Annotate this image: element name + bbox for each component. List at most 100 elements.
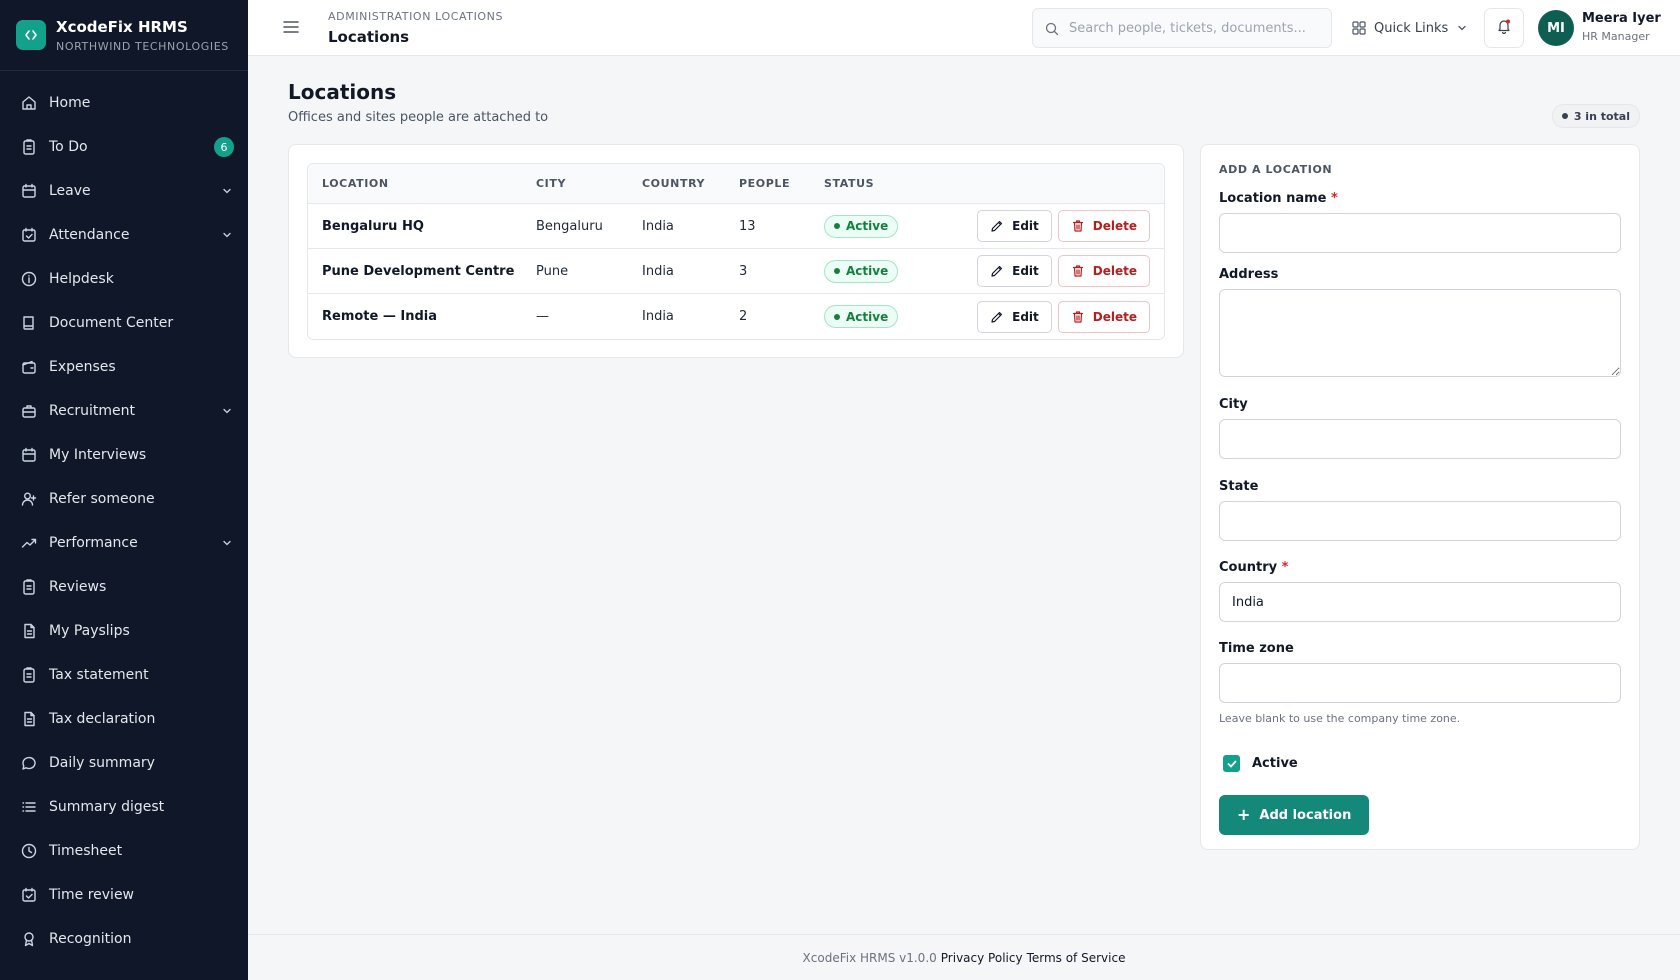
location-name-input[interactable] <box>1219 213 1621 253</box>
page-title: Locations <box>288 80 397 104</box>
delete-button[interactable]: Delete <box>1057 210 1150 242</box>
timezone-hint: Leave blank to use the company time zone… <box>1219 712 1461 725</box>
country-input[interactable] <box>1219 582 1621 622</box>
privacy-policy-link[interactable]: Privacy Policy <box>940 950 1023 965</box>
sidebar-item-label: Recruitment <box>49 403 136 419</box>
address-input[interactable] <box>1219 289 1621 377</box>
cell-status: Active <box>824 305 972 328</box>
state-input[interactable] <box>1219 501 1621 541</box>
brand[interactable]: XcodeFix HRMS NORTHWIND TECHNOLOGIES <box>0 0 248 71</box>
table-row: Pune Development Centre Pune India 3 Act… <box>308 249 1164 294</box>
sidebar-item-recognition[interactable]: Recognition <box>0 917 248 961</box>
chevron-down-icon[interactable] <box>220 184 234 198</box>
add-location-form: ADD A LOCATION Location name * Address C… <box>1200 144 1640 850</box>
edit-button[interactable]: Edit <box>977 210 1052 242</box>
user-menu[interactable]: Meera Iyer HR Manager <box>1582 11 1661 43</box>
sidebar-item-performance[interactable]: Performance <box>0 521 248 565</box>
sidebar-item-label: Tax statement <box>49 667 149 683</box>
chevron-down-icon[interactable] <box>220 404 234 418</box>
edit-label: Edit <box>1012 264 1039 278</box>
address-label: Address <box>1219 267 1279 282</box>
cell-actions: Edit Delete <box>972 255 1164 287</box>
pencil-icon <box>990 310 1004 324</box>
sidebar-item-time-review[interactable]: Time review <box>0 873 248 917</box>
main-content: Locations Offices and sites people are a… <box>248 56 1680 934</box>
sidebar-item-refer-someone[interactable]: Refer someone <box>0 477 248 521</box>
edit-label: Edit <box>1012 309 1039 324</box>
terms-of-service-link[interactable]: Terms of Service <box>1026 950 1126 965</box>
sidebar-item-label: Document Center <box>49 315 174 331</box>
sidebar-item-daily-summary[interactable]: Daily summary <box>0 741 248 785</box>
sidebar-item-tax-statement[interactable]: Tax statement <box>0 653 248 697</box>
clipboard-icon <box>20 138 38 156</box>
sidebar-nav: Home To Do 6 Leave Attendance Helpdesk Documen… <box>0 71 248 961</box>
sidebar-item-helpdesk[interactable]: Helpdesk <box>0 257 248 301</box>
file-icon <box>20 622 38 640</box>
search-box[interactable] <box>1032 8 1332 48</box>
briefcase-icon <box>20 402 38 420</box>
sidebar-item-tax-declaration[interactable]: Tax declaration <box>0 697 248 741</box>
calendar-icon <box>20 182 38 200</box>
cell-people: 13 <box>739 218 756 234</box>
calendar-check-icon <box>20 886 38 904</box>
sidebar-item-label: Expenses <box>49 359 116 375</box>
sidebar-item-recruitment[interactable]: Recruitment <box>0 389 248 433</box>
edit-button[interactable]: Edit <box>977 300 1052 333</box>
avatar[interactable]: MI <box>1538 10 1574 46</box>
column-header-people[interactable]: PEOPLE <box>739 177 791 190</box>
sidebar-item-reviews[interactable]: Reviews <box>0 565 248 609</box>
sidebar-item-label: My Payslips <box>49 623 130 639</box>
sidebar-item-document-center[interactable]: Document Center <box>0 301 248 345</box>
menu-toggle-icon[interactable] <box>282 18 300 36</box>
list-icon <box>20 798 38 816</box>
total-count-badge: 3 in total <box>1551 104 1640 128</box>
sidebar-item-home[interactable]: Home <box>0 81 248 125</box>
sidebar-item-expenses[interactable]: Expenses <box>0 345 248 389</box>
notifications-button[interactable] <box>1484 8 1524 48</box>
column-header-city[interactable]: CITY <box>536 177 567 190</box>
edit-button[interactable]: Edit <box>977 255 1052 287</box>
topbar: ADMINISTRATION LOCATIONS Locations Quick… <box>248 0 1680 56</box>
sidebar-item-attendance[interactable]: Attendance <box>0 213 248 257</box>
column-header-status[interactable]: STATUS <box>824 177 875 190</box>
status-dot-icon <box>834 223 840 229</box>
state-field: State <box>1219 479 1621 541</box>
delete-button[interactable]: Delete <box>1057 255 1150 287</box>
cell-actions: Edit Delete <box>972 300 1164 333</box>
country-field: Country * <box>1219 560 1621 622</box>
cell-city: Bengaluru <box>536 218 603 234</box>
sidebar-item-label: Timesheet <box>49 843 123 859</box>
active-checkbox-row[interactable]: Active <box>1219 755 1621 772</box>
column-header-location[interactable]: LOCATION <box>322 177 389 190</box>
state-label: State <box>1219 479 1259 494</box>
calendar-icon <box>20 446 38 464</box>
total-count-label: 3 in total <box>1573 109 1630 123</box>
clock-icon <box>20 842 38 860</box>
search-input[interactable] <box>1069 20 1319 36</box>
message-icon <box>20 754 38 772</box>
grid-icon <box>1352 21 1366 35</box>
book-icon <box>20 314 38 332</box>
sidebar-item-summary-digest[interactable]: Summary digest <box>0 785 248 829</box>
status-dot-icon <box>834 313 840 320</box>
sidebar-item-timesheet[interactable]: Timesheet <box>0 829 248 873</box>
delete-button[interactable]: Delete <box>1057 300 1150 333</box>
timezone-field: Time zone Leave blank to use the company… <box>1219 641 1621 725</box>
city-input[interactable] <box>1219 419 1621 459</box>
trash-icon <box>1071 264 1085 278</box>
cell-city: Pune <box>536 263 569 279</box>
delete-label: Delete <box>1092 309 1137 324</box>
add-location-button[interactable]: + Add location <box>1219 795 1370 835</box>
timezone-input[interactable] <box>1219 663 1621 703</box>
quick-links-button[interactable]: Quick Links <box>1352 16 1468 40</box>
sidebar-item-to-do[interactable]: To Do 6 <box>0 125 248 169</box>
sidebar-item-my-payslips[interactable]: My Payslips <box>0 609 248 653</box>
sidebar-item-leave[interactable]: Leave <box>0 169 248 213</box>
chevron-down-icon[interactable] <box>220 536 234 550</box>
active-checkbox[interactable] <box>1223 755 1240 772</box>
table-header: LOCATION CITY COUNTRY PEOPLE STATUS <box>308 164 1164 204</box>
chevron-down-icon[interactable] <box>220 228 234 242</box>
active-label: Active <box>1252 756 1298 771</box>
sidebar-item-my-interviews[interactable]: My Interviews <box>0 433 248 477</box>
column-header-country[interactable]: COUNTRY <box>642 177 706 190</box>
